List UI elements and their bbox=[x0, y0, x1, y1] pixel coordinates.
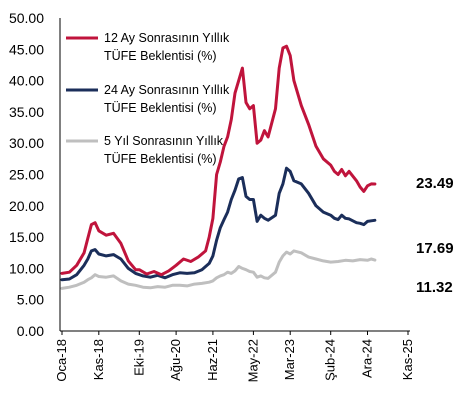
y-axis-ticks: 0.00 5.00 10.00 15.00 20.00 25.00 30.00 35.00 40… bbox=[9, 10, 44, 339]
legend-label-1: 12 Ay Sonrasının Yıllık TÜFE Beklentisi (… bbox=[104, 31, 230, 63]
legend: 12 Ay Sonrasının Yıllık TÜFE Beklentisi (… bbox=[66, 31, 230, 166]
x-tick-label: Kas-18 bbox=[91, 339, 106, 380]
y-tick-label: 50.00 bbox=[9, 10, 44, 26]
x-tick-label: Kas-25 bbox=[400, 339, 415, 380]
y-tick-label: 20.00 bbox=[9, 198, 44, 214]
x-tick-label: Oca-18 bbox=[54, 339, 69, 382]
x-tick-label: Şub-24 bbox=[323, 339, 338, 381]
legend-label-3: 5 Yıl Sonrasının Yıllık TÜFE Beklentisi (… bbox=[104, 134, 224, 166]
end-label-1: 23.49 bbox=[416, 175, 454, 192]
y-tick-label: 15.00 bbox=[9, 229, 44, 245]
y-tick-label: 5.00 bbox=[17, 292, 44, 308]
y-tick-label: 40.00 bbox=[9, 73, 44, 89]
x-axis-ticks: Oca-18 Kas-18 Eki-19 Ağu-20 Haz-21 May-22 Mar-… bbox=[54, 331, 415, 382]
x-tick-label: Ağu-20 bbox=[168, 339, 183, 381]
y-tick-label: 25.00 bbox=[9, 167, 44, 183]
series-lines bbox=[60, 44, 377, 290]
x-tick-label: Haz-21 bbox=[205, 339, 220, 381]
x-tick-label: May-22 bbox=[245, 339, 260, 382]
y-tick-label: 10.00 bbox=[9, 260, 44, 276]
x-tick-label: Eki-19 bbox=[131, 339, 146, 376]
end-labels: 23.49 17.69 11.32 bbox=[416, 175, 454, 296]
y-tick-label: 0.00 bbox=[17, 323, 44, 339]
x-tick-label: Ara-24 bbox=[360, 339, 375, 378]
series-line-2 bbox=[60, 166, 377, 282]
end-label-2: 17.69 bbox=[416, 240, 454, 257]
series-line-3 bbox=[60, 249, 377, 290]
y-tick-label: 30.00 bbox=[9, 135, 44, 151]
end-label-3: 11.32 bbox=[416, 279, 453, 296]
x-tick-label: Mar-23 bbox=[282, 339, 297, 380]
y-tick-label: 35.00 bbox=[9, 104, 44, 120]
legend-label-2: 24 Ay Sonrasının Yıllık TÜFE Beklentisi (… bbox=[104, 83, 230, 115]
y-tick-label: 45.00 bbox=[9, 41, 44, 57]
series-line-1 bbox=[60, 44, 377, 277]
